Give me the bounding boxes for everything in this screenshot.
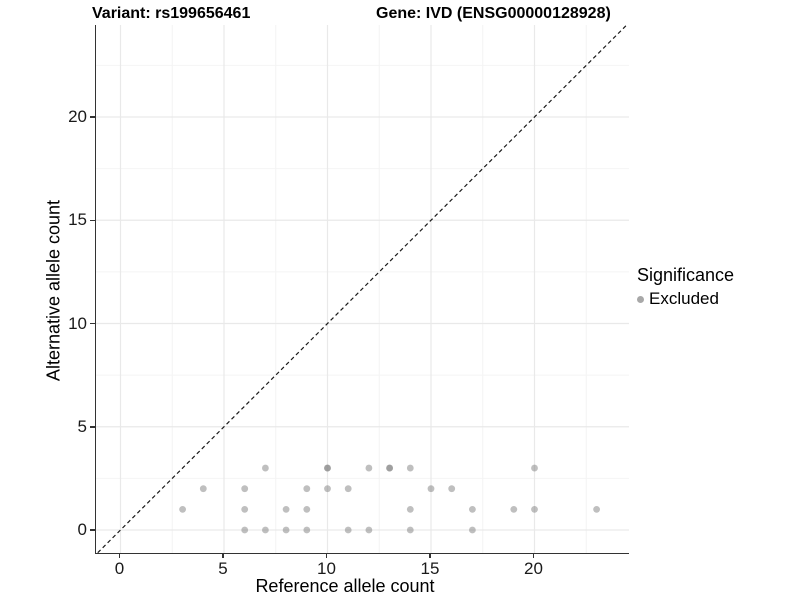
data-point: [179, 505, 186, 513]
y-tick-mark: [90, 529, 95, 531]
y-tick-mark: [90, 322, 95, 325]
x-tick-label: 5: [218, 559, 228, 578]
x-tick-label: 10: [317, 559, 336, 578]
data-point: [469, 526, 476, 534]
x-tick-mark: [222, 553, 224, 558]
legend: Significance Excluded: [637, 265, 734, 309]
y-tick-label: 20: [68, 107, 87, 126]
excluded-point-icon: [637, 295, 644, 303]
x-tick-mark: [429, 553, 431, 558]
plot-title-gene: Gene: IVD (ENSG00000128928): [376, 5, 611, 22]
y-tick-mark: [90, 219, 95, 221]
data-point: [469, 505, 476, 513]
data-point: [593, 505, 600, 513]
data-point: [531, 464, 538, 472]
y-tick-label: 10: [68, 313, 87, 333]
data-point: [406, 464, 414, 472]
data-point: [241, 526, 249, 534]
x-axis-title: Reference allele count: [255, 576, 435, 596]
data-point: [386, 464, 393, 472]
x-tick-label: 20: [524, 559, 543, 578]
y-tick-label: 15: [68, 210, 87, 230]
identity-line: [97, 25, 628, 553]
data-point: [365, 526, 373, 534]
data-point: [344, 526, 352, 534]
plot-canvas: [96, 25, 629, 553]
y-tick-mark: [90, 116, 95, 118]
x-tick-mark: [118, 553, 121, 558]
y-tick-mark: [90, 426, 95, 428]
data-point: [303, 526, 311, 534]
y-tick-label: 0: [77, 520, 87, 539]
data-point: [448, 485, 456, 493]
data-point: [406, 505, 414, 513]
x-tick-mark: [532, 553, 535, 558]
data-point: [262, 464, 269, 472]
plot-title-variant: Variant: rs199656461: [92, 5, 251, 22]
data-point: [262, 526, 269, 534]
data-point: [303, 485, 311, 493]
data-point: [303, 505, 311, 513]
data-point: [199, 485, 207, 493]
data-point: [324, 485, 331, 493]
data-point: [241, 485, 249, 493]
x-tick-label: 0: [114, 559, 125, 578]
y-axis-title: Alternative allele count: [43, 199, 64, 382]
data-point: [365, 464, 373, 472]
legend-title: Significance: [637, 265, 735, 285]
data-point: [282, 526, 290, 534]
plot-panel: [95, 25, 629, 554]
data-point: [344, 485, 352, 493]
y-tick-label: 5: [77, 416, 87, 436]
data-point: [406, 526, 414, 534]
legend-item-excluded: Excluded: [637, 289, 734, 309]
x-tick-mark: [325, 553, 328, 558]
data-point: [427, 485, 435, 493]
data-point: [241, 505, 249, 513]
data-point: [282, 505, 290, 513]
data-point: [531, 505, 538, 513]
legend-item-label: Excluded: [649, 289, 719, 308]
data-point: [510, 505, 518, 513]
data-point: [324, 464, 331, 472]
x-tick-label: 15: [420, 559, 440, 578]
